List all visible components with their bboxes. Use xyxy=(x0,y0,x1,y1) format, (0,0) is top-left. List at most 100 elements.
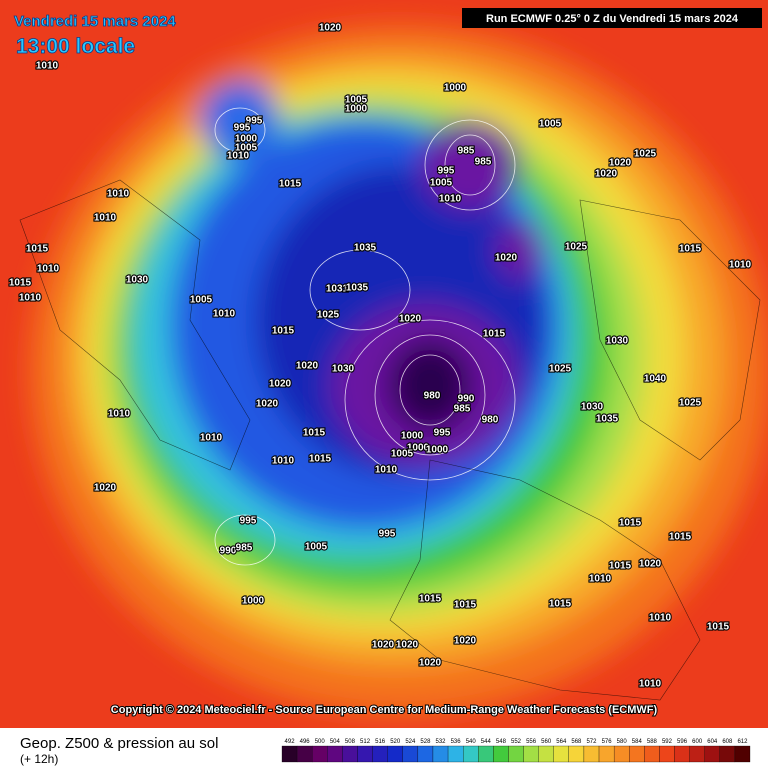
pressure-label: 1020 xyxy=(319,23,342,34)
pressure-label: 990 xyxy=(458,394,475,405)
pressure-label: 995 xyxy=(240,516,257,527)
scale-swatch xyxy=(553,745,569,763)
pressure-label: 1035 xyxy=(346,283,369,294)
scale-label: 588 xyxy=(647,739,658,745)
pressure-label: 1010 xyxy=(36,61,59,72)
pressure-label: 1005 xyxy=(391,449,414,460)
pressure-label: 1040 xyxy=(644,374,667,385)
pressure-label: 1000 xyxy=(401,431,424,442)
scale-swatch xyxy=(613,745,630,763)
pressure-label: 1035 xyxy=(596,414,619,425)
pressure-label: 1010 xyxy=(227,151,250,162)
pressure-label: 1025 xyxy=(549,364,572,375)
scale-swatch xyxy=(644,745,660,763)
pressure-label: 995 xyxy=(234,123,251,134)
scale-swatch xyxy=(342,745,358,763)
footer-lead: (+ 12h) xyxy=(20,752,58,766)
scale-label: 596 xyxy=(677,739,688,745)
pressure-label: 995 xyxy=(438,166,455,177)
scale-label: 556 xyxy=(526,739,537,745)
pressure-label: 1010 xyxy=(729,260,752,271)
pressure-label: 1015 xyxy=(619,518,642,529)
scale-label: 552 xyxy=(511,739,522,745)
pressure-label: 1020 xyxy=(396,640,419,651)
pressure-label: 1005 xyxy=(539,119,562,130)
scale-swatch xyxy=(432,745,449,763)
scale-swatch xyxy=(312,745,328,763)
scale-label: 504 xyxy=(330,739,341,745)
pressure-label: 1015 xyxy=(9,278,32,289)
scale-label: 576 xyxy=(602,739,613,745)
pressure-label: 985 xyxy=(236,543,253,554)
scale-label: 580 xyxy=(617,739,628,745)
scale-swatch xyxy=(689,745,705,763)
pressure-label: 980 xyxy=(424,391,441,402)
scale-label: 500 xyxy=(315,739,326,745)
scale-swatch xyxy=(281,745,298,763)
color-scale: 492 496 500 504 508 512 516 520 524 528 532 536 540 5… xyxy=(281,739,751,763)
pressure-label: 1000 xyxy=(235,134,258,145)
pressure-label: 1010 xyxy=(37,264,60,275)
pressure-label: 1020 xyxy=(639,559,662,570)
scale-label: 508 xyxy=(345,739,356,745)
copyright: Copyright © 2024 Meteociel.fr - Source E… xyxy=(111,704,658,716)
pressure-label: 1025 xyxy=(634,149,657,160)
pressure-label: 1030 xyxy=(332,364,355,375)
scale-swatch xyxy=(296,745,313,763)
pressure-label: 1015 xyxy=(707,622,730,633)
scale-swatch xyxy=(508,745,524,763)
scale-label: 592 xyxy=(662,739,673,745)
pressure-label: 1015 xyxy=(279,179,302,190)
scale-label: 492 xyxy=(285,739,296,745)
coastlines xyxy=(19,179,761,701)
pressure-label: 1015 xyxy=(549,599,572,610)
map-date: Vendredi 15 mars 2024 xyxy=(14,13,176,30)
scale-label: 608 xyxy=(722,739,733,745)
scale-swatch xyxy=(327,745,343,763)
scale-label: 600 xyxy=(692,739,703,745)
scale-swatch xyxy=(417,745,434,763)
pressure-label: 1010 xyxy=(639,679,662,690)
pressure-label: 990 xyxy=(220,546,237,557)
scale-swatch xyxy=(538,745,554,763)
run-box xyxy=(462,8,762,28)
pressure-label: 1020 xyxy=(269,379,292,390)
pressure-label: 985 xyxy=(475,157,492,168)
scale-swatch xyxy=(447,745,464,763)
scale-swatch xyxy=(493,745,509,763)
scale-swatch xyxy=(659,745,675,763)
scale-label: 524 xyxy=(405,739,416,745)
scale-swatch xyxy=(402,745,419,763)
pressure-label: 995 xyxy=(434,428,451,439)
scale-swatch xyxy=(719,745,736,763)
scale-swatch xyxy=(568,745,585,763)
scale-label: 512 xyxy=(360,739,371,745)
scale-label: 528 xyxy=(420,739,431,745)
pressure-label: 1015 xyxy=(309,454,332,465)
pressure-label: 1015 xyxy=(609,561,632,572)
pressure-label: 1010 xyxy=(439,194,462,205)
pressure-label: 1020 xyxy=(372,640,395,651)
pressure-label: 1025 xyxy=(679,398,702,409)
pressure-label: 1005 xyxy=(430,178,453,189)
scale-label: 536 xyxy=(451,739,462,745)
pressure-label: 1015 xyxy=(679,244,702,255)
pressure-label: 1005 xyxy=(345,95,368,106)
pressure-label: 1000 xyxy=(426,445,449,456)
pressure-label: 1020 xyxy=(595,169,618,180)
run-info: Run ECMWF 0.25° 0 Z du Vendredi 15 mars … xyxy=(486,13,739,25)
pressure-label: 1015 xyxy=(669,532,692,543)
scale-swatch xyxy=(674,745,690,763)
pressure-label: 1010 xyxy=(272,456,295,467)
scale-swatch xyxy=(357,745,373,763)
scale-swatch xyxy=(704,745,720,763)
pressure-label: 1010 xyxy=(589,574,612,585)
pressure-label: 980 xyxy=(482,415,499,426)
pressure-label: 1020 xyxy=(94,483,117,494)
pressure-label: 1005 xyxy=(305,542,328,553)
scale-swatch xyxy=(523,745,539,763)
pressure-label: 1020 xyxy=(609,158,632,169)
map-time: 13:00 locale xyxy=(16,35,135,58)
scale-swatch xyxy=(372,745,388,763)
geopotential-field xyxy=(30,25,768,715)
